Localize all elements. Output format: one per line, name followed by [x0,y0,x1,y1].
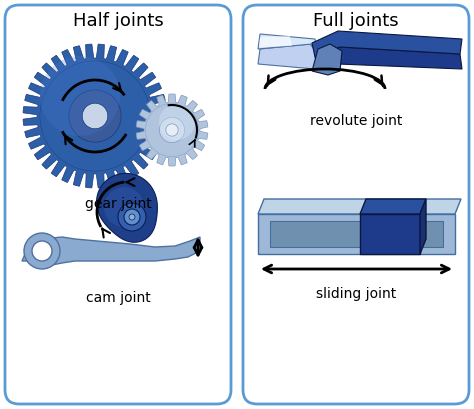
Polygon shape [258,214,455,254]
Polygon shape [259,36,292,47]
Circle shape [32,241,52,261]
Circle shape [146,103,199,157]
Circle shape [82,103,108,129]
Circle shape [40,61,150,171]
Circle shape [104,187,144,227]
Circle shape [159,104,195,140]
Text: gear joint: gear joint [85,197,151,211]
FancyBboxPatch shape [5,5,231,404]
Circle shape [69,90,121,142]
Polygon shape [258,199,461,214]
Polygon shape [136,94,208,166]
FancyBboxPatch shape [243,5,469,404]
Circle shape [129,214,135,220]
Polygon shape [315,47,462,69]
Text: Half joints: Half joints [73,12,164,30]
Text: sliding joint: sliding joint [316,287,396,301]
Text: Full joints: Full joints [313,12,399,30]
Polygon shape [420,199,426,254]
Circle shape [40,56,120,136]
Polygon shape [258,34,318,54]
Polygon shape [312,44,342,75]
Text: cam joint: cam joint [86,291,150,305]
Circle shape [118,203,146,231]
Circle shape [159,117,184,143]
Polygon shape [270,221,443,247]
Text: revolute joint: revolute joint [310,114,402,128]
Polygon shape [360,199,426,214]
Polygon shape [360,214,420,254]
Circle shape [24,233,60,269]
Polygon shape [312,31,462,57]
Polygon shape [22,237,200,267]
Polygon shape [258,44,318,69]
Circle shape [166,124,178,136]
Polygon shape [23,44,167,188]
Polygon shape [97,173,157,242]
Circle shape [124,209,140,225]
